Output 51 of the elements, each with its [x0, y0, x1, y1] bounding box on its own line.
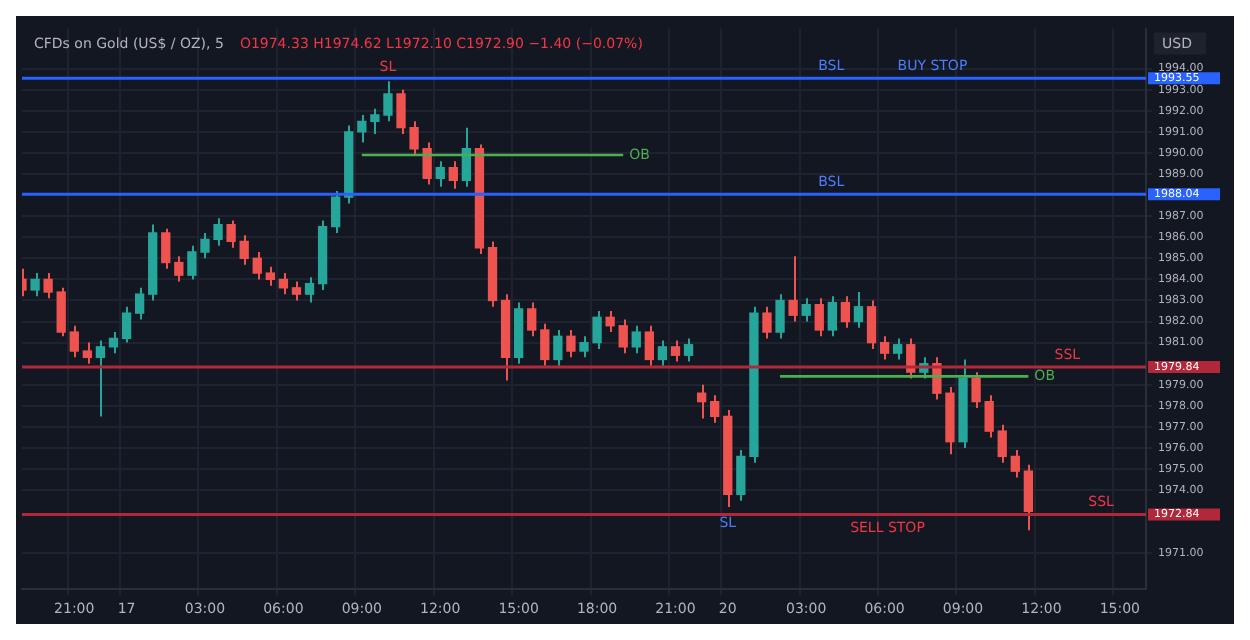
candlestick	[840, 295, 851, 329]
candlestick	[801, 297, 811, 323]
candlestick	[43, 272, 53, 300]
candlestick	[814, 297, 824, 338]
candlestick	[710, 394, 720, 424]
candlestick	[527, 301, 537, 338]
candlestick	[827, 295, 837, 338]
candlestick	[736, 449, 746, 502]
candlestick	[775, 293, 785, 340]
candlestick	[239, 234, 249, 266]
candlestick	[448, 160, 458, 190]
candlestick	[762, 305, 772, 340]
candlestick	[291, 280, 302, 302]
candlestick	[618, 318, 628, 355]
candlestick	[69, 324, 79, 359]
candlestick	[226, 219, 236, 249]
candlestick	[984, 394, 994, 439]
candlestick	[997, 423, 1007, 464]
candlestick	[879, 335, 890, 361]
candlestick	[252, 251, 262, 281]
candlestick	[331, 189, 341, 235]
candlestick	[1023, 463, 1034, 532]
candlestick	[265, 265, 275, 287]
candlestick	[422, 141, 432, 186]
candlestick	[56, 286, 66, 338]
candlestick	[357, 114, 367, 144]
candlestick	[644, 324, 655, 367]
candlestick	[1010, 449, 1020, 479]
candlestick	[461, 126, 472, 188]
candlestick	[82, 341, 93, 365]
candlestick	[853, 291, 864, 329]
candlestick	[161, 227, 171, 270]
candlestick	[134, 286, 145, 321]
candlestick	[657, 339, 668, 367]
candlestick	[553, 328, 563, 367]
candlestick	[631, 324, 641, 355]
candlestick	[866, 299, 877, 350]
candlestick	[304, 276, 315, 304]
candlestick	[121, 305, 132, 344]
candlestick	[174, 255, 184, 283]
candlestick	[971, 371, 981, 409]
candlestick	[540, 322, 550, 367]
candlestick	[893, 337, 903, 361]
candlestick	[30, 272, 40, 298]
candlestick	[566, 328, 576, 359]
candlestick	[605, 310, 615, 334]
candlestick	[670, 339, 681, 363]
candlestick	[95, 339, 106, 418]
candlestick	[788, 255, 798, 323]
candlestick	[683, 337, 694, 363]
candlestick	[435, 160, 445, 188]
